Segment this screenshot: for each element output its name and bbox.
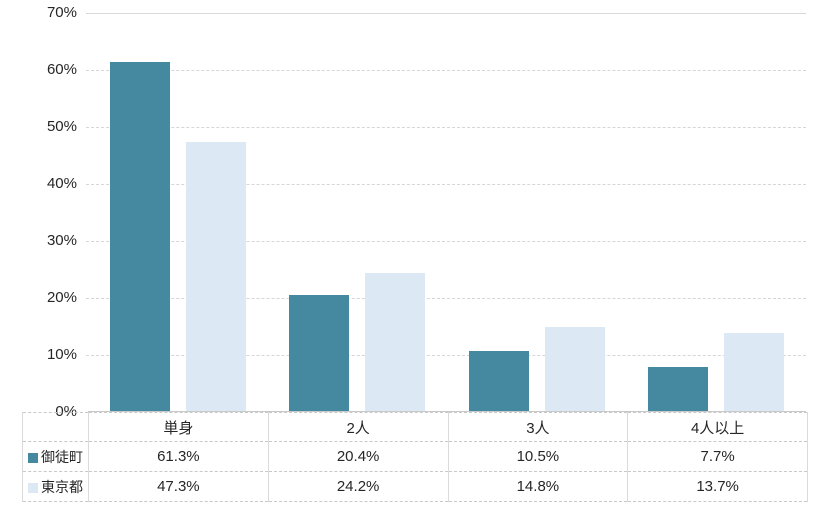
category-label-2: 3人 [447,412,629,442]
y-tick-label-60: 60% [46,61,77,78]
gridline-50 [86,127,806,128]
bar-series1-cat0 [185,142,246,411]
legend-label: 東京都 [41,478,83,495]
table-row: 御徒町 61.3% 20.4% 10.5% 7.7% [22,441,808,472]
y-tick-label-70: 70% [46,4,77,21]
table-corner-cell [22,412,89,442]
category-label-0: 単身 [88,412,269,442]
bar-series1-cat1 [365,273,426,411]
legend-swatch-icon [28,452,38,463]
gridline-60 [86,70,806,71]
y-tick-label-20: 20% [46,289,77,306]
category-label-3: 4人以上 [627,412,808,442]
bar-series0-cat0 [109,62,170,411]
bar-group-1 [268,13,448,411]
gridline-20 [86,298,806,299]
value-cell-s1-c2: 14.8% [447,471,629,502]
bar-series1-cat2 [544,326,605,411]
y-tick-label-40: 40% [46,175,77,192]
bar-group-0 [88,13,268,411]
bar-series0-cat2 [468,351,529,411]
data-table: 単身 2人 3人 4人以上御徒町 61.3% 20.4% 10.5% 7.7% 東京都 47.3%… [22,412,808,502]
value-cell-s0-c0: 61.3% [88,441,269,472]
legend-cell-0: 御徒町 [22,441,89,472]
y-tick-label-10: 10% [46,346,77,363]
legend-cell-1: 東京都 [22,471,89,502]
table-row: 東京都 47.3% 24.2% 14.8% 13.7% [22,471,808,502]
y-tick-label-30: 30% [46,232,77,249]
bar-group-2 [447,13,627,411]
value-cell-s0-c2: 10.5% [447,441,629,472]
bar-series-container [88,13,806,411]
legend-swatch-icon [28,482,38,493]
gridline-70 [86,13,806,14]
bar-series0-cat1 [289,295,350,411]
gridline-10 [86,355,806,356]
bar-group-3 [627,13,807,411]
plot-area [86,13,806,412]
value-cell-s1-c1: 24.2% [267,471,449,502]
bar-series1-cat3 [724,333,785,411]
category-label-1: 2人 [267,412,449,442]
gridline-40 [86,184,806,185]
gridline-30 [86,241,806,242]
value-cell-s0-c3: 7.7% [627,441,808,472]
legend-label: 御徒町 [41,448,83,465]
value-cell-s1-c3: 13.7% [627,471,808,502]
bar-series0-cat3 [648,367,709,411]
value-cell-s0-c1: 20.4% [267,441,449,472]
y-tick-label-50: 50% [46,118,77,135]
value-cell-s1-c0: 47.3% [88,471,269,502]
